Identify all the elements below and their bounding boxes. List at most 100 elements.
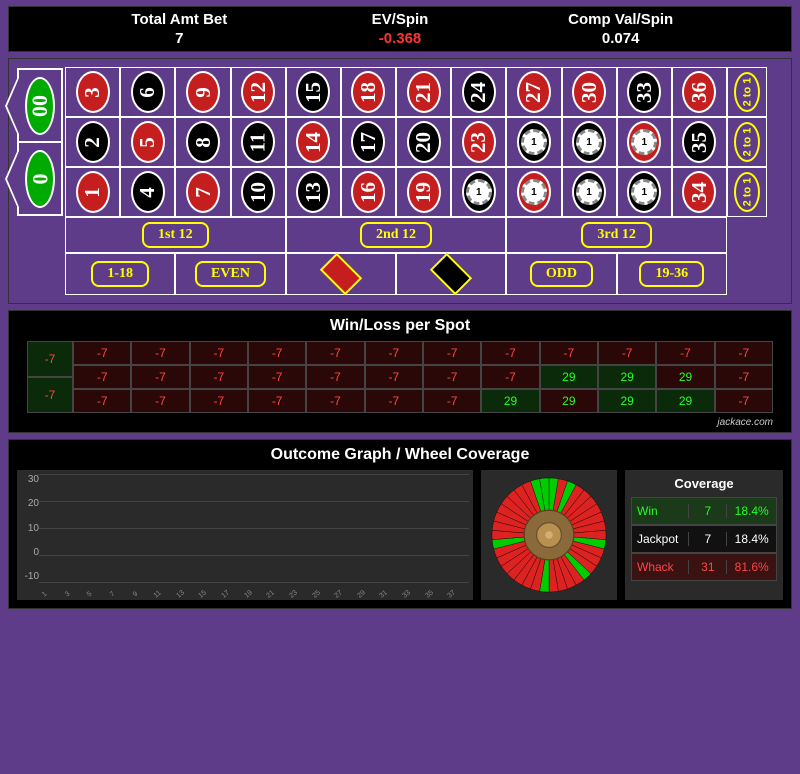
zeros-column: 00 0 [17,67,63,217]
cell-7[interactable]: 7 [175,167,230,217]
cell-21[interactable]: 21 [396,67,451,117]
cell-6[interactable]: 6 [120,67,175,117]
cell-36[interactable]: 36 [672,67,727,117]
bet-red[interactable] [286,253,396,295]
wl-cell: -7 [656,341,714,365]
stat-label: Total Amt Bet [69,11,290,28]
wl-cell: -7 [190,389,248,413]
coverage-row-win: Win718.4% [631,497,777,525]
wl-cell: -7 [423,365,481,389]
wl-cell: -7 [423,389,481,413]
chip-icon[interactable]: 1 [576,129,602,155]
chip-icon[interactable]: 1 [521,129,547,155]
chip-icon[interactable]: 1 [521,179,547,205]
cell-4[interactable]: 4 [120,167,175,217]
cell-35[interactable]: 35 [672,117,727,167]
wl-cell: -7 [540,341,598,365]
outside-bets-row: 1-18 EVEN ODD 19-36 [65,253,727,295]
cell-33[interactable]: 33 [617,67,672,117]
cell-14[interactable]: 14 [286,117,341,167]
wl-cell: -7 [190,341,248,365]
wl-cell: -7 [715,341,773,365]
wl-cell: -7 [73,365,131,389]
dozen-2[interactable]: 2nd 12 [286,217,507,253]
cell-0[interactable]: 0 [17,142,63,216]
wl-cell: -7 [73,389,131,413]
cell-12[interactable]: 12 [231,67,286,117]
cell-25[interactable]: 251 [506,167,561,217]
wl-cell: -7 [365,389,423,413]
wl-cell: 29 [598,389,656,413]
wl-cell: -7 [248,389,306,413]
cell-5[interactable]: 5 [120,117,175,167]
cell-23[interactable]: 23 [451,117,506,167]
wl-00: -7 [27,341,73,377]
cell-2[interactable]: 2 [65,117,120,167]
wl-cell: -7 [131,341,189,365]
outcome-title: Outcome Graph / Wheel Coverage [9,440,791,470]
coverage-title: Coverage [631,476,777,491]
dozen-3[interactable]: 3rd 12 [506,217,727,253]
bet-1-18[interactable]: 1-18 [65,253,175,295]
stat-value: -0.368 [290,30,511,47]
stat-ev: EV/Spin -0.368 [290,11,511,47]
wl-cell: -7 [365,341,423,365]
cell-28[interactable]: 281 [562,167,617,217]
numbers-grid: 3691215182124273033362581114172023261291… [65,67,727,217]
cell-3[interactable]: 3 [65,67,120,117]
wl-cell: -7 [248,341,306,365]
wl-cell: 29 [481,389,539,413]
stat-label: EV/Spin [290,11,511,28]
cell-10[interactable]: 10 [231,167,286,217]
stat-total-bet: Total Amt Bet 7 [69,11,290,47]
dozen-1[interactable]: 1st 12 [65,217,286,253]
cell-31[interactable]: 311 [617,167,672,217]
wl-cell: -7 [715,365,773,389]
cell-29[interactable]: 291 [562,117,617,167]
dozens-row: 1st 12 2nd 12 3rd 12 [65,217,727,253]
cell-26[interactable]: 261 [506,117,561,167]
cell-00[interactable]: 00 [17,68,63,142]
cell-17[interactable]: 17 [341,117,396,167]
cell-18[interactable]: 18 [341,67,396,117]
bet-even[interactable]: EVEN [175,253,285,295]
cell-34[interactable]: 34 [672,167,727,217]
cell-32[interactable]: 321 [617,117,672,167]
cell-15[interactable]: 15 [286,67,341,117]
cell-22[interactable]: 221 [451,167,506,217]
wl-cell: -7 [306,389,364,413]
cell-16[interactable]: 16 [341,167,396,217]
cell-11[interactable]: 11 [231,117,286,167]
cell-24[interactable]: 24 [451,67,506,117]
stat-value: 0.074 [510,30,731,47]
two-to-one-bot[interactable]: 2 to 1 [727,167,767,217]
chip-icon[interactable]: 1 [466,179,492,205]
stat-value: 7 [69,30,290,47]
coverage-table: Coverage Win718.4%Jackpot718.4%Whack3181… [625,470,783,600]
wl-cell: -7 [598,341,656,365]
two-to-one-column: 2 to 1 2 to 1 2 to 1 [727,67,767,217]
wl-cell: 29 [540,389,598,413]
wl-cell: -7 [131,389,189,413]
cell-13[interactable]: 13 [286,167,341,217]
two-to-one-mid[interactable]: 2 to 1 [727,117,767,167]
cell-9[interactable]: 9 [175,67,230,117]
chip-icon[interactable]: 1 [576,179,602,205]
wl-cell: -7 [715,389,773,413]
wl-cell: -7 [306,365,364,389]
wl-cell: -7 [481,341,539,365]
cell-30[interactable]: 30 [562,67,617,117]
wl-cell: 29 [656,389,714,413]
cell-27[interactable]: 27 [506,67,561,117]
cell-19[interactable]: 19 [396,167,451,217]
wl-0: -7 [27,377,73,413]
bet-odd[interactable]: ODD [506,253,616,295]
cell-1[interactable]: 1 [65,167,120,217]
wl-cell: -7 [248,365,306,389]
wl-cell: -7 [306,341,364,365]
two-to-one-top[interactable]: 2 to 1 [727,67,767,117]
bet-black[interactable] [396,253,506,295]
cell-20[interactable]: 20 [396,117,451,167]
cell-8[interactable]: 8 [175,117,230,167]
bet-19-36[interactable]: 19-36 [617,253,727,295]
